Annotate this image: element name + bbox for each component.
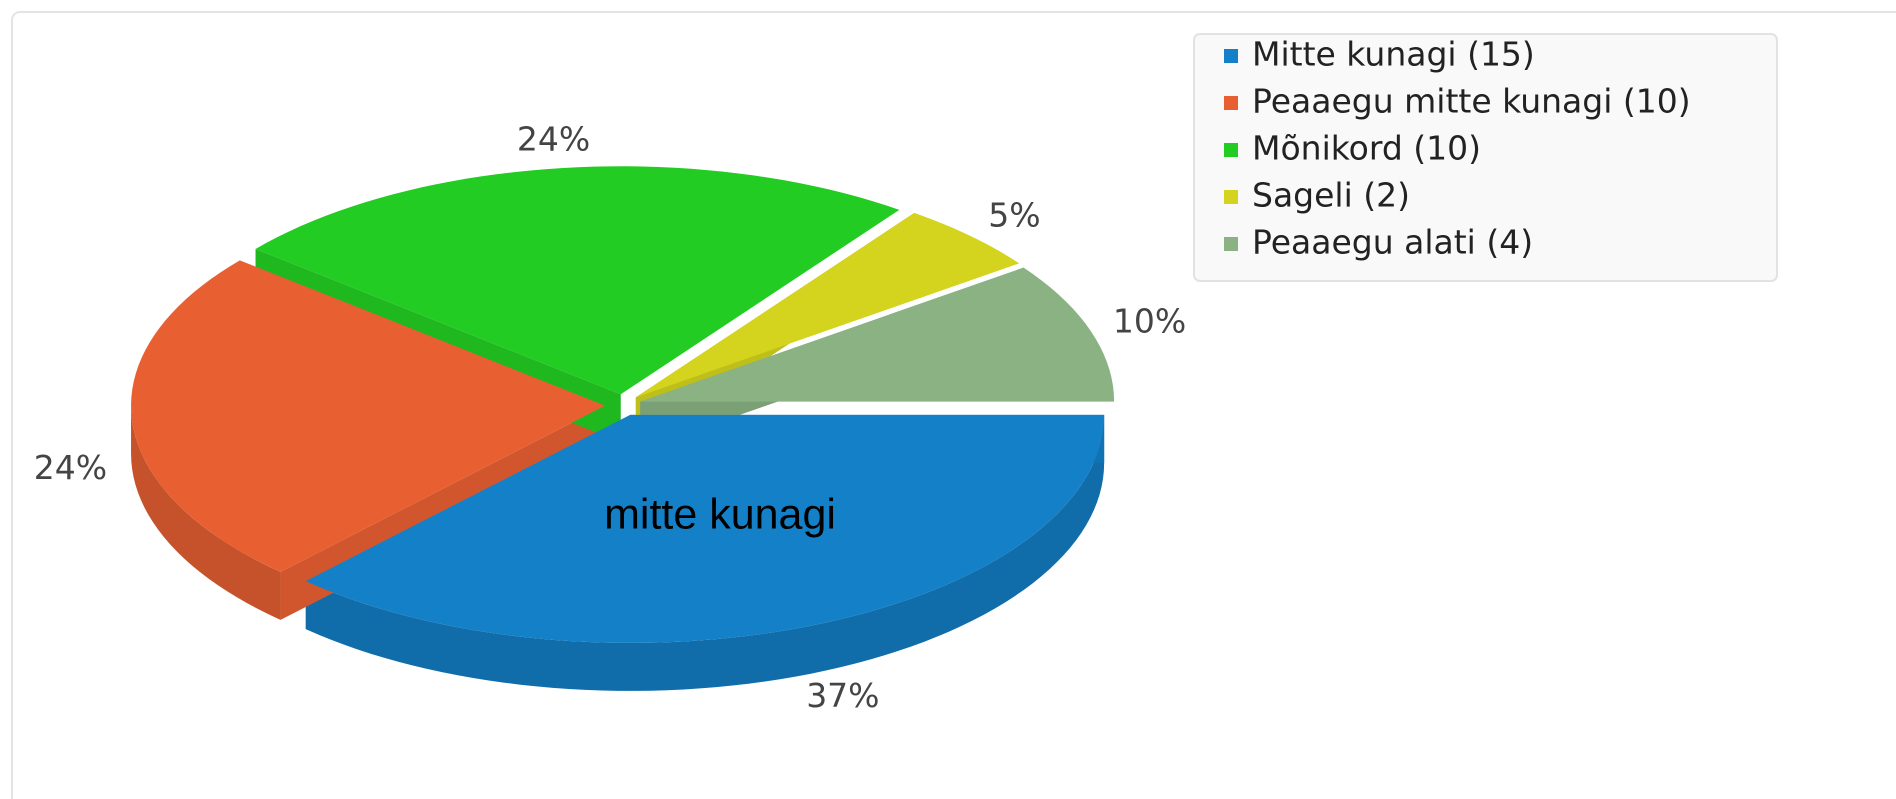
value-label: 5%: [988, 195, 1040, 234]
value-label: 37%: [806, 676, 879, 715]
slice: [305, 414, 1105, 643]
legend-label: Peaaegu alati (4): [1252, 223, 1533, 262]
value-label: 24%: [34, 448, 107, 487]
value-label: 24%: [517, 119, 590, 158]
legend-label: Sageli (2): [1252, 176, 1410, 215]
legend-swatch: [1224, 143, 1238, 157]
legend-swatch: [1224, 49, 1238, 63]
slice: [255, 166, 900, 395]
legend-swatch: [1224, 237, 1238, 251]
slice-side: [305, 414, 1105, 691]
legend-box: [1193, 33, 1778, 282]
legend-swatch: [1224, 96, 1238, 110]
legend-swatch: [1224, 190, 1238, 204]
slice: [635, 212, 1020, 398]
legend-label: Peaaegu mitte kunagi (10): [1252, 82, 1691, 121]
slice-side: [131, 405, 281, 620]
value-label: 10%: [1113, 301, 1186, 340]
slice: [640, 267, 1115, 402]
slice: [131, 260, 606, 572]
annotation: mitte kunagi: [604, 490, 836, 538]
legend-label: Mitte kunagi (15): [1252, 35, 1535, 74]
legend-label: Mõnikord (10): [1252, 129, 1481, 168]
